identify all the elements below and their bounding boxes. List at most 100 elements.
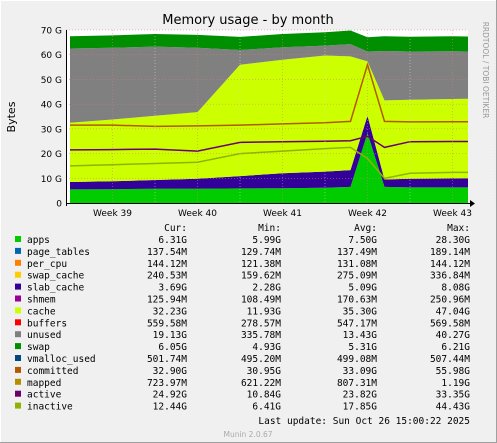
legend-name-cache: cache (27, 306, 56, 317)
legend-avg-cache: 35.30G (343, 306, 378, 317)
legend-cur-inactive: 12.44G (153, 402, 188, 413)
legend-max-buffers: 569.58M (430, 318, 470, 329)
y-axis-ticks: 0 10 G 20 G 30 G 40 G 50 G 60 G 70 G (41, 27, 63, 210)
legend-name-per-cpu: per_cpu (27, 259, 67, 270)
legend-avg-swap: 5.31G (348, 342, 377, 353)
y-tick-label: 50 G (41, 76, 62, 86)
legend-avg-active: 23.82G (343, 390, 378, 401)
y-tick-label: 30 G (41, 125, 62, 135)
legend-name-vmalloc-used: vmalloc_used (27, 354, 96, 365)
legend-max-active: 33.35G (436, 390, 471, 401)
legend-min-inactive: 6.41G (252, 402, 281, 413)
legend-name-swap: swap (27, 342, 50, 353)
legend-row-page-tables: page_tables 137.54M 129.74M 137.49M 189.14M (15, 247, 470, 258)
legend-avg-vmalloc-used: 499.08M (337, 354, 377, 365)
legend-cur-cache: 32.23G (153, 306, 188, 317)
legend-cur-swap-cache: 240.53M (147, 271, 187, 282)
legend-swatch-mapped (15, 378, 21, 385)
legend-swatch-shmem (15, 295, 21, 302)
legend-min-per-cpu: 121.38M (241, 259, 281, 270)
legend-cur-apps: 6.31G (158, 235, 187, 246)
legend-header-cur: Cur: (164, 223, 187, 234)
legend-min-swap-cache: 159.62M (241, 271, 281, 282)
legend-row-shmem: shmem 125.94M 108.49M 170.63M 250.96M (15, 295, 470, 306)
legend-avg-page-tables: 137.49M (337, 247, 377, 258)
legend-swatch-unused (15, 331, 21, 338)
y-tick-label: 40 G (41, 101, 62, 111)
legend-max-mapped: 1.19G (441, 378, 470, 389)
legend-max-inactive: 44.43G (436, 402, 471, 413)
legend-swatch-active (15, 390, 21, 397)
legend-min-unused: 335.78M (241, 330, 281, 341)
legend-avg-swap-cache: 275.09M (337, 271, 377, 282)
legend-min-slab-cache: 2.28G (252, 283, 281, 294)
legend-row-swap-cache: swap_cache 240.53M 159.62M 275.09M 336.84M (15, 271, 470, 282)
chart-title: Memory usage - by month (162, 13, 333, 28)
area-unused (70, 44, 468, 123)
legend-min-mapped: 621.22M (241, 378, 281, 389)
legend-min-buffers: 278.57M (241, 318, 281, 329)
legend-row-buffers: buffers 559.58M 278.57M 547.17M 569.58M (15, 318, 470, 329)
legend-header-min: Min: (258, 223, 281, 234)
legend-swatch-vmalloc-used (15, 355, 21, 361)
legend-avg-unused: 13.43G (343, 330, 378, 341)
legend-swatch-buffers (15, 319, 21, 326)
legend-cur-buffers: 559.58M (147, 318, 187, 329)
legend-row-unused: unused 19.13G 335.78M 13.43G 40.27G (15, 330, 470, 341)
x-tick-label: Week 40 (178, 209, 217, 219)
legend-avg-slab-cache: 5.09G (348, 283, 377, 294)
legend-swatch-swap (15, 343, 21, 350)
legend-max-unused: 40.27G (436, 330, 471, 341)
y-axis-label: Bytes (5, 101, 18, 132)
legend-min-swap: 4.93G (252, 342, 281, 353)
legend-swatch-committed (15, 366, 21, 373)
rrdtool-credit: RRDTOOL / TOBI OETIKER (481, 22, 490, 119)
legend-row-slab-cache: slab_cache 3.69G 2.28G 5.09G 8.08G (15, 283, 470, 294)
legend-name-mapped: mapped (27, 378, 61, 389)
legend-swatch-inactive (15, 402, 21, 409)
legend-cur-swap: 6.05G (158, 342, 187, 353)
legend-swatch-slab-cache (15, 283, 21, 290)
legend-max-apps: 28.30G (436, 235, 471, 246)
legend-header-avg: Avg: (354, 223, 377, 234)
legend-max-shmem: 250.96M (430, 295, 470, 306)
legend-name-unused: unused (27, 330, 61, 341)
legend-min-vmalloc-used: 495.20M (241, 354, 281, 365)
legend-row-apps: apps 6.31G 5.99G 7.50G 28.30G (15, 235, 470, 246)
last-update: Last update: Sun Oct 26 15:00:22 2025 (258, 416, 470, 427)
legend-max-committed: 55.98G (436, 366, 471, 377)
legend-max-page-tables: 189.14M (430, 247, 470, 258)
legend-avg-shmem: 170.63M (337, 295, 377, 306)
legend-max-slab-cache: 8.08G (441, 283, 470, 294)
legend-row-per-cpu: per_cpu 144.12M 121.38M 131.08M 144.12M (15, 259, 470, 270)
legend-name-inactive: inactive (27, 402, 73, 413)
legend-swatch-swap-cache (15, 271, 21, 278)
gridlines (66, 29, 496, 203)
legend-avg-inactive: 17.85G (343, 402, 378, 413)
legend-swatch-cache (15, 307, 21, 314)
legend-max-per-cpu: 144.12M (430, 259, 470, 270)
y-tick-label: 20 G (41, 150, 62, 160)
legend-cur-committed: 32.90G (153, 366, 188, 377)
y-tick-label: 60 G (41, 51, 62, 61)
legend-name-active: active (27, 390, 62, 401)
legend-name-committed: committed (27, 366, 78, 377)
legend-row-vmalloc-used: vmalloc_used 501.74M 495.20M 499.08M 507.44M (15, 354, 470, 365)
legend-name-apps: apps (27, 235, 50, 246)
legend-row-active: active 24.92G 10.84G 23.82G 33.35G (15, 390, 470, 401)
legend-header-max: Max: (447, 223, 470, 234)
legend-max-vmalloc-used: 507.44M (430, 354, 470, 365)
legend-avg-buffers: 547.17M (337, 318, 377, 329)
legend-max-swap-cache: 336.84M (430, 271, 470, 282)
legend-cur-mapped: 723.97M (147, 378, 187, 389)
legend-min-committed: 30.95G (247, 366, 282, 377)
legend-min-cache: 11.93G (247, 306, 282, 317)
area-swap (70, 30, 468, 52)
stacked-areas (70, 30, 468, 203)
x-axis-arrow (470, 200, 475, 207)
legend-name-shmem: shmem (27, 295, 56, 306)
legend-cur-shmem: 125.94M (147, 295, 187, 306)
legend-row-inactive: inactive 12.44G 6.41G 17.85G 44.43G (15, 402, 470, 413)
x-tick-label: Week 42 (348, 209, 387, 219)
